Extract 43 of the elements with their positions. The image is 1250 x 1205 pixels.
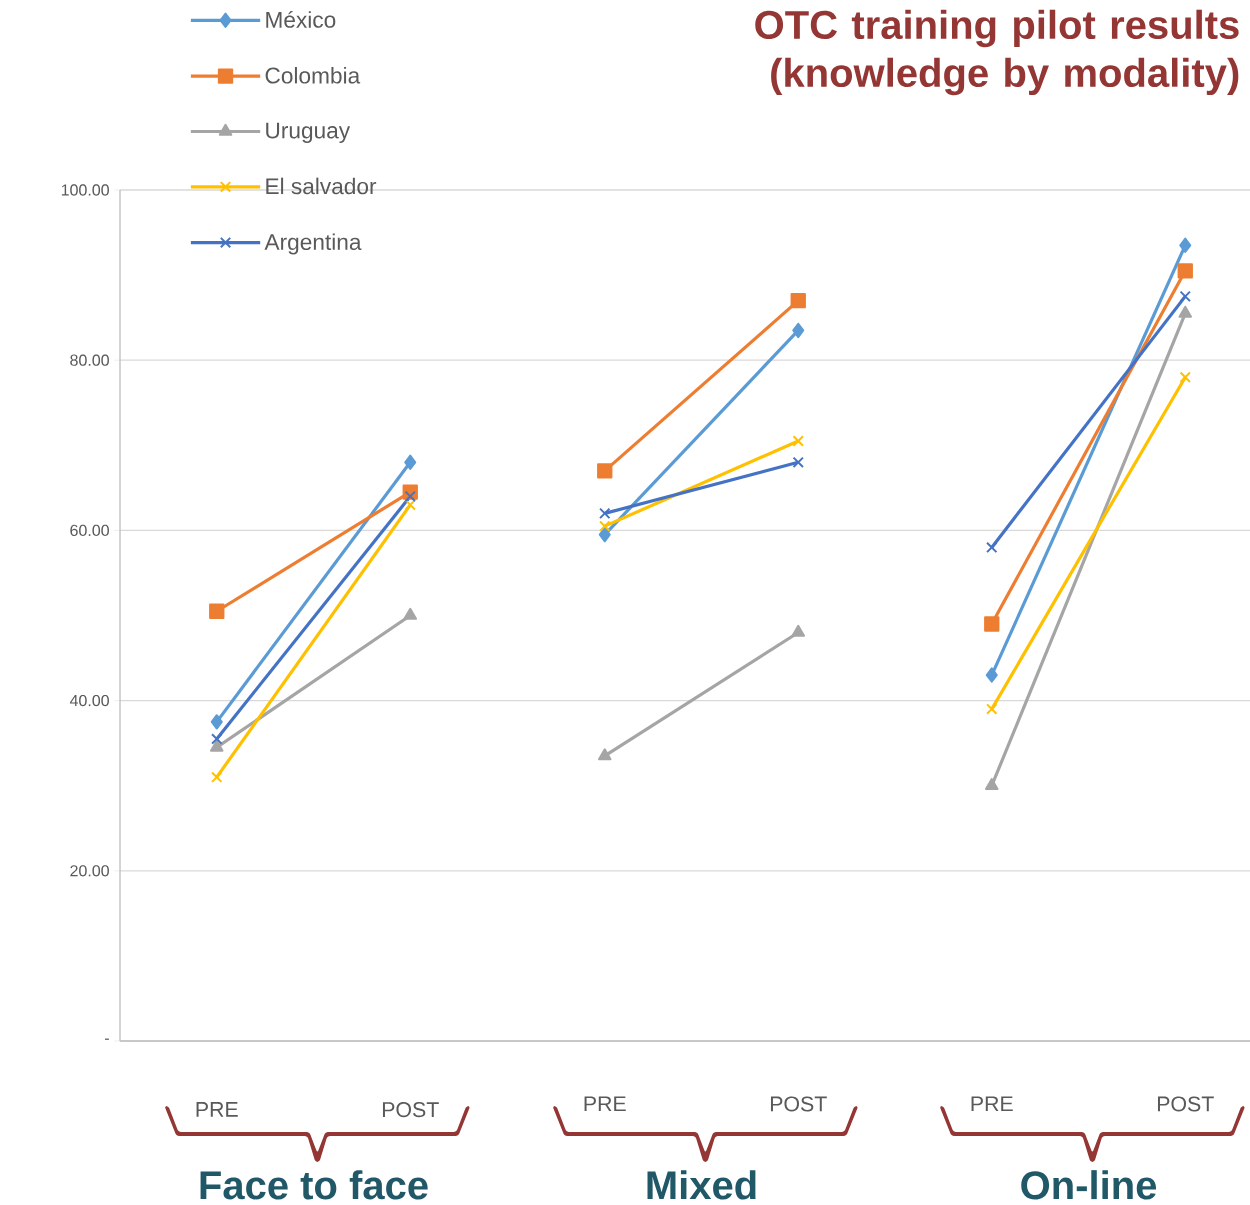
point xyxy=(211,771,223,783)
point xyxy=(404,499,416,511)
point xyxy=(1179,371,1191,383)
legend-label: Colombia xyxy=(265,66,361,84)
x-axis-title: Face to face xyxy=(200,1170,428,1200)
point xyxy=(986,703,998,715)
point xyxy=(599,507,611,520)
point xyxy=(790,292,806,309)
legend-label: El salvador xyxy=(266,177,377,195)
point xyxy=(984,616,1000,632)
x-tick-label: POST xyxy=(382,1102,439,1118)
y-tick-label: 40.00 xyxy=(69,694,109,707)
x-tick-label: POST xyxy=(1157,1096,1214,1112)
x-axis-title: On-line xyxy=(1021,1170,1157,1200)
x-tick-label: POST xyxy=(770,1096,827,1112)
point xyxy=(1177,263,1193,279)
point xyxy=(210,714,223,730)
x-tick-label: PRE xyxy=(196,1102,238,1117)
legend-label: Argentina xyxy=(264,233,362,255)
point xyxy=(404,490,416,503)
x-axis-title: Mixed xyxy=(647,1170,756,1200)
x-tick-label: PRE xyxy=(971,1096,1013,1112)
y-tick-label: 100.00 xyxy=(61,184,109,196)
y-tick-label: 80.00 xyxy=(70,354,109,366)
y-tick-label: 60.00 xyxy=(70,524,109,537)
point xyxy=(599,520,611,532)
point xyxy=(404,454,417,470)
point xyxy=(209,603,225,619)
point xyxy=(1179,237,1192,253)
y-tick-label: 20.00 xyxy=(70,865,109,877)
point xyxy=(598,526,611,543)
point xyxy=(792,435,804,447)
legend-label: México xyxy=(266,10,336,28)
legend-label: Uruguay xyxy=(266,122,351,144)
point xyxy=(792,456,804,469)
point xyxy=(792,322,805,339)
point xyxy=(597,463,613,479)
point xyxy=(986,541,998,554)
y-tick-label: - xyxy=(104,1038,109,1040)
point xyxy=(1179,290,1191,303)
x-tick-label: PRE xyxy=(584,1096,626,1112)
point xyxy=(985,667,998,683)
chart-title: OTC training pilot results (knowledge by modality) xyxy=(755,9,1239,96)
